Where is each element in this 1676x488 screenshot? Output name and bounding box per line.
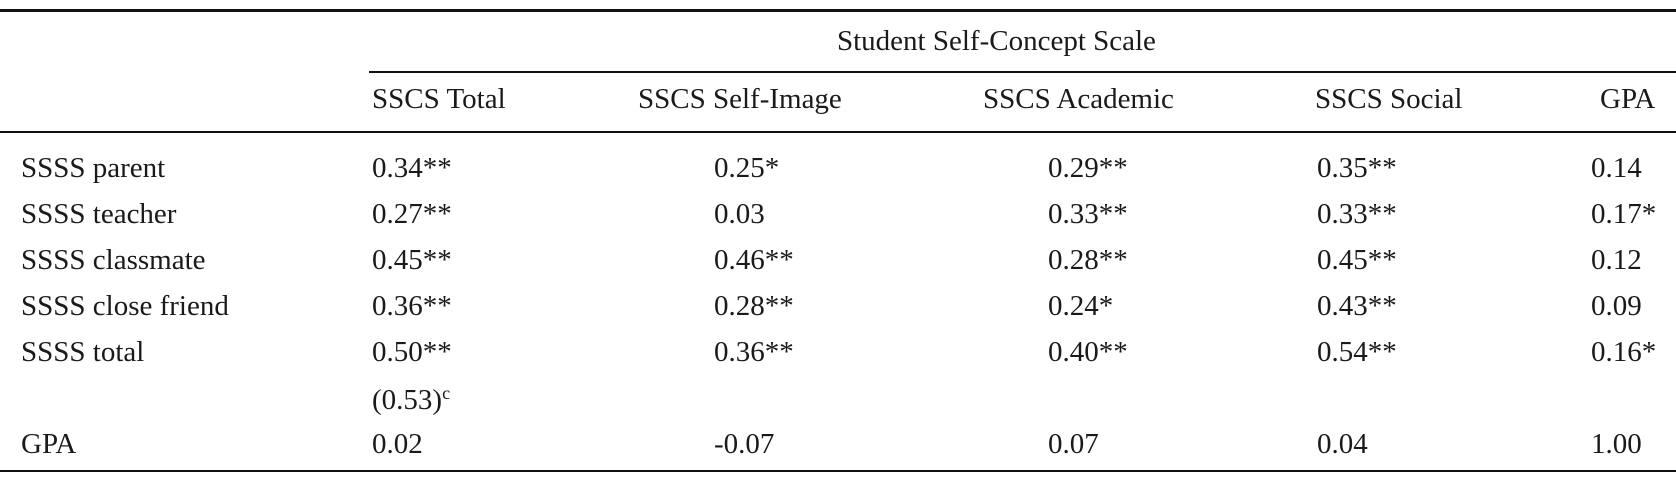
cell: 0.16* [1591,336,1657,368]
cell: 0.24* [1048,290,1114,322]
cell: 0.45** [372,244,452,276]
top-rule [0,9,1676,12]
bottom-rule [0,470,1676,472]
cell: 0.33** [1317,198,1397,230]
column-header: SSCS Academic [983,83,1174,115]
row-label: SSSS classmate [21,244,206,276]
cell: 0.29** [1048,152,1128,184]
row-label: SSSS teacher [21,198,177,230]
cell: 0.12 [1591,244,1642,276]
cell: 0.03 [714,198,765,230]
cell: 0.36** [372,290,452,322]
cell: 0.50** [372,336,452,368]
cell: 0.36** [714,336,794,368]
cell: 0.09 [1591,290,1642,322]
column-header: SSCS Social [1315,83,1463,115]
spanner-rule [369,71,1676,73]
cell: 0.35** [1317,152,1397,184]
cell: 0.28** [714,290,794,322]
header-rule [0,131,1676,133]
cell: 0.14 [1591,152,1642,184]
column-header: GPA [1600,83,1656,115]
column-header: SSCS Total [372,83,506,115]
cell: 0.07 [1048,428,1099,460]
cell: 0.33** [1048,198,1128,230]
spanner-header: Student Self-Concept Scale [837,25,1156,57]
cell: 0.27** [372,198,452,230]
cell: 0.45** [1317,244,1397,276]
cell: 0.34** [372,152,452,184]
cell: 0.54** [1317,336,1397,368]
cell: 0.04 [1317,428,1368,460]
row-label: SSSS parent [21,152,166,184]
note-text: (0.53) [372,384,443,416]
note-superscript: c [442,383,451,403]
cell: 1.00 [1591,428,1642,460]
row-label: GPA [21,428,77,460]
note: (0.53)c [372,384,450,415]
cell: 0.40** [1048,336,1128,368]
cell: 0.25* [714,152,780,184]
cell: 0.28** [1048,244,1128,276]
cell: 0.43** [1317,290,1397,322]
row-label: SSSS total [21,336,145,368]
column-header: SSCS Self-Image [638,83,842,115]
cell: 0.17* [1591,198,1657,230]
cell: -0.07 [714,428,775,460]
row-label: SSSS close friend [21,290,229,322]
cell: 0.46** [714,244,794,276]
cell: 0.02 [372,428,423,460]
